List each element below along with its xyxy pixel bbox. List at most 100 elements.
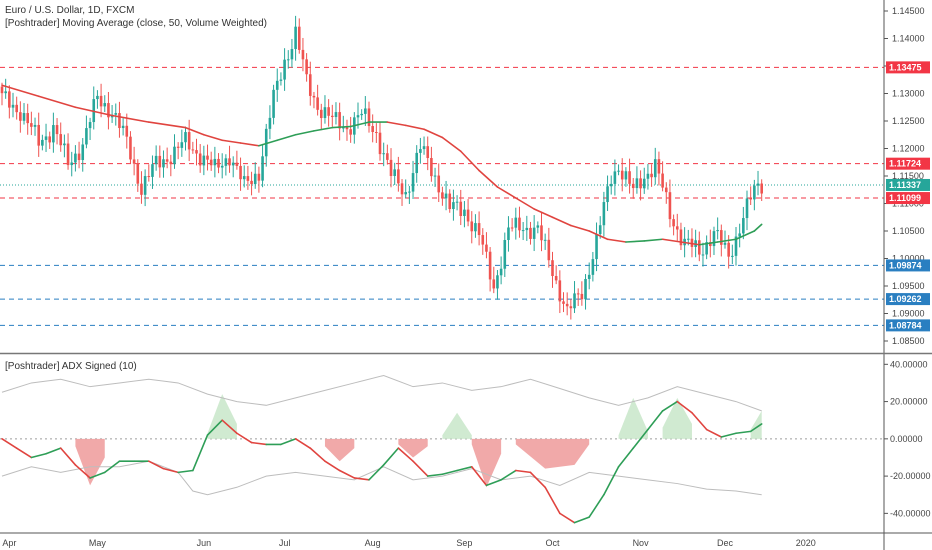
candle-body[interactable] [514,217,518,228]
moving-average-segment[interactable] [148,121,187,129]
candle-body[interactable] [114,113,118,115]
candle-body[interactable] [613,171,617,184]
candle-body[interactable] [30,123,33,127]
candle-body[interactable] [760,183,763,194]
candle-body[interactable] [606,186,609,203]
candle-body[interactable] [143,176,147,195]
candle-body[interactable] [393,169,396,177]
candle-body[interactable] [672,219,675,227]
candle-body[interactable] [364,108,367,114]
candle-body[interactable] [44,136,48,140]
candle-body[interactable] [709,242,712,247]
candle-body[interactable] [184,132,187,143]
candle-body[interactable] [756,183,760,186]
candle-body[interactable] [316,97,319,110]
candle-body[interactable] [162,159,165,168]
moving-average-segment[interactable] [37,95,77,109]
candle-body[interactable] [411,173,415,192]
candle-body[interactable] [558,280,562,302]
candle-body[interactable] [668,192,672,220]
adx-line-segment[interactable] [353,477,370,481]
candle-body[interactable] [419,149,422,153]
candle-body[interactable] [459,201,463,217]
adx-line-segment[interactable] [192,434,209,472]
candle-body[interactable] [136,163,140,184]
candle-body[interactable] [503,240,507,269]
moving-average-segment[interactable] [716,238,737,243]
candle-body[interactable] [727,242,730,257]
moving-average-segment[interactable] [680,241,701,246]
candle-body[interactable] [228,158,231,166]
candle-body[interactable] [569,306,573,309]
adx-line-segment[interactable] [397,447,414,463]
candle-body[interactable] [323,107,327,119]
adx-line-segment[interactable] [603,465,620,496]
candle-body[interactable] [631,183,635,189]
adx-line-segment[interactable] [103,460,121,474]
adx-line-segment[interactable] [470,465,488,487]
candle-body[interactable] [745,198,749,219]
candle-body[interactable] [576,293,580,295]
candle-body[interactable] [547,239,551,261]
candle-body[interactable] [217,158,220,168]
candle-body[interactable] [562,301,565,304]
candle-body[interactable] [294,26,297,50]
candle-body[interactable] [617,170,620,172]
candle-body[interactable] [653,159,657,178]
candle-body[interactable] [275,80,279,90]
candle-body[interactable] [140,183,143,195]
candle-body[interactable] [4,91,7,94]
candle-body[interactable] [22,113,26,121]
candle-body[interactable] [455,201,459,203]
candle-body[interactable] [342,127,345,129]
candle-body[interactable] [257,173,261,181]
candle-body[interactable] [382,153,385,155]
candle-body[interactable] [415,152,419,174]
candle-body[interactable] [452,202,455,210]
candle-body[interactable] [151,164,154,177]
candle-body[interactable] [180,142,184,148]
moving-average-segment[interactable] [570,224,591,232]
moving-average-segment[interactable] [386,121,407,127]
moving-average-segment[interactable] [551,216,572,227]
moving-average-segment[interactable] [294,130,315,136]
moving-average-segment[interactable] [496,186,517,199]
candle-body[interactable] [389,159,393,177]
candle-body[interactable] [66,143,70,166]
adx-line-segment[interactable] [294,438,312,449]
moving-average-segment[interactable] [313,126,334,132]
candle-body[interactable] [242,176,246,180]
candle-body[interactable] [0,86,4,94]
candle-body[interactable] [584,278,587,300]
candle-body[interactable] [720,230,723,245]
adx-line-segment[interactable] [309,447,326,463]
candle-body[interactable] [305,59,308,75]
adx-line-segment[interactable] [632,428,649,449]
candle-body[interactable] [580,293,584,300]
candle-body[interactable] [734,236,738,256]
moving-average-segment[interactable] [735,230,756,241]
moving-average-segment[interactable] [258,139,279,147]
candle-body[interactable] [261,156,264,181]
adx-line-segment[interactable] [705,428,723,438]
candle-body[interactable] [283,59,286,80]
candle-body[interactable] [246,176,250,181]
adx-line-segment[interactable] [59,447,77,466]
candle-body[interactable] [510,227,514,229]
moving-average-segment[interactable] [349,121,370,128]
candle-body[interactable] [88,122,92,129]
candle-body[interactable] [132,159,136,164]
moving-average-segment[interactable] [643,238,664,242]
candle-body[interactable] [297,26,301,50]
candle-body[interactable] [231,162,235,166]
candle-body[interactable] [375,132,378,134]
moving-average-segment[interactable] [753,223,763,232]
adx-line-segment[interactable] [148,460,165,470]
candle-body[interactable] [664,187,668,193]
candle-body[interactable] [485,244,488,252]
candle-body[interactable] [81,144,85,161]
adx-line-segment[interactable] [206,419,223,436]
candle-body[interactable] [404,192,407,195]
candle-body[interactable] [386,153,389,160]
candle-body[interactable] [675,226,679,230]
